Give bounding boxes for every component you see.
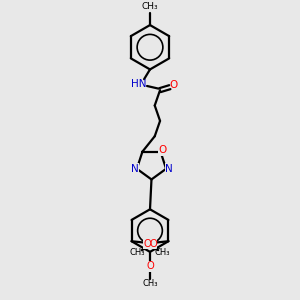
Text: CH₃: CH₃ xyxy=(130,248,146,257)
Text: O: O xyxy=(159,146,167,155)
Text: N: N xyxy=(165,164,173,174)
Text: O: O xyxy=(143,238,151,249)
Text: CH₃: CH₃ xyxy=(142,279,158,288)
Text: N: N xyxy=(130,164,138,174)
Text: CH₃: CH₃ xyxy=(142,2,158,11)
Text: CH₃: CH₃ xyxy=(154,248,170,257)
Text: O: O xyxy=(149,238,157,249)
Text: O: O xyxy=(146,261,154,271)
Text: HN: HN xyxy=(131,79,146,88)
Text: O: O xyxy=(169,80,178,90)
